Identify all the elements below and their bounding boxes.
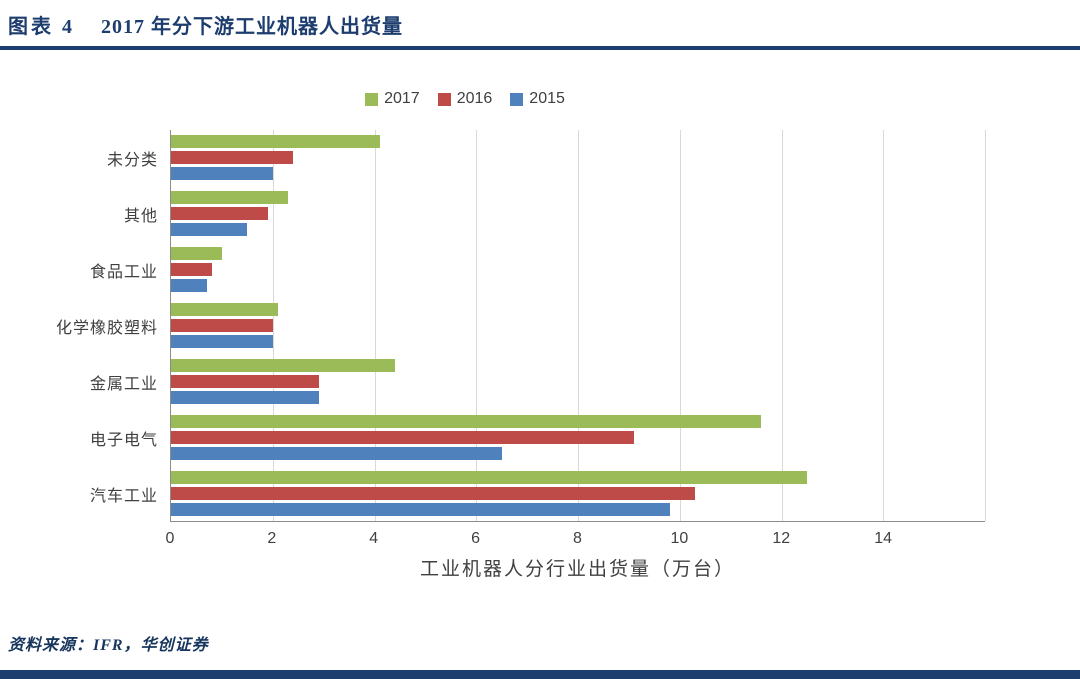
legend-swatch-2015 <box>510 92 524 106</box>
gridline-10 <box>679 130 681 521</box>
x-tick-label: 14 <box>874 530 893 547</box>
category-label: 电子电气 <box>89 432 158 449</box>
legend-swatch-2017 <box>365 92 379 106</box>
category-label: 其他 <box>123 208 158 225</box>
x-tick-label: 4 <box>369 530 379 547</box>
bar-2016 <box>171 374 319 388</box>
category-label: 化学橡胶塑料 <box>55 320 158 337</box>
x-tick-label: 10 <box>670 530 689 547</box>
category-labels: 未分类其他食品工业化学橡胶塑料金属工业电子电气汽车工业 <box>0 130 170 522</box>
figure-header: 图表 4 2017 年分下游工业机器人出货量 <box>0 0 1080 39</box>
bar-2015 <box>171 279 207 293</box>
bar-row <box>171 353 985 409</box>
legend-swatch-2016 <box>437 92 451 106</box>
x-axis-title-row: 工业机器人分行业出货量（万台） <box>0 554 1080 581</box>
bar-2015 <box>171 502 670 516</box>
figure-title: 2017 年分下游工业机器人出货量 <box>101 16 403 38</box>
bar-row <box>171 465 985 521</box>
figure-label: 图表 4 <box>8 16 75 38</box>
gridline-6 <box>476 130 478 521</box>
bar-2017 <box>171 247 222 261</box>
bar-2016 <box>171 319 273 332</box>
bar-row <box>171 298 985 354</box>
legend-label-2016: 2016 <box>456 90 493 107</box>
bar-2015 <box>171 390 319 404</box>
bottom-bar <box>0 670 1080 679</box>
bar-2015 <box>171 223 248 237</box>
gridline-8 <box>578 130 579 521</box>
bar-row <box>171 130 985 186</box>
x-axis-title-spacer <box>0 554 170 581</box>
legend-label-2017: 2017 <box>384 90 420 107</box>
x-axis-ticks: 0 2 4 6 8 10 12 14 <box>166 522 985 552</box>
category-label: 食品工业 <box>89 264 158 281</box>
category-label: 金属工业 <box>89 376 158 393</box>
bar-2017 <box>171 303 278 316</box>
chart-legend: 2017 2016 2015 <box>0 90 1005 108</box>
gridline-12 <box>781 130 783 521</box>
legend-item-2016: 2016 <box>437 90 493 108</box>
bar-2016 <box>171 151 294 165</box>
bar-2015 <box>171 167 273 181</box>
bar-2015 <box>171 446 502 460</box>
gridline-4 <box>374 130 376 521</box>
bar-2016 <box>171 207 268 221</box>
x-tick-label: 12 <box>772 530 791 547</box>
plot-area <box>170 130 986 522</box>
x-tick-label: 8 <box>573 530 582 547</box>
legend-item-2017: 2017 <box>365 90 420 108</box>
bar-2016 <box>171 430 634 444</box>
x-tick-label: 6 <box>471 530 481 547</box>
chart-body: 未分类其他食品工业化学橡胶塑料金属工业电子电气汽车工业 <box>0 130 1080 522</box>
bar-2015 <box>171 335 273 348</box>
category-label: 汽车工业 <box>89 488 158 505</box>
bar-row <box>171 242 985 298</box>
x-tick-label: 2 <box>267 530 277 547</box>
gridline-14 <box>883 130 885 521</box>
x-axis: 0 2 4 6 8 10 12 14 <box>0 522 1080 552</box>
bar-2016 <box>171 263 212 277</box>
gridline-2 <box>272 130 274 521</box>
x-axis-spacer <box>0 522 170 552</box>
bar-row <box>171 186 985 242</box>
legend-label-2015: 2015 <box>529 90 565 107</box>
header-divider <box>0 46 1080 50</box>
category-label: 未分类 <box>106 152 158 169</box>
bar-chart: 2017 2016 2015 未分类其他食品工业化学橡胶塑料金属工业电子电气汽车工业… <box>0 90 1080 581</box>
x-tick-label: 0 <box>165 530 175 547</box>
legend-item-2015: 2015 <box>510 90 565 108</box>
source-note: 资料来源：IFR，华创证券 <box>8 637 209 654</box>
bar-2017 <box>171 358 395 372</box>
gridline-16 <box>985 130 986 521</box>
bar-row <box>171 409 985 465</box>
bar-2016 <box>171 486 695 500</box>
x-axis-title: 工业机器人分行业出货量（万台） <box>419 559 735 580</box>
bar-2017 <box>171 470 807 484</box>
bar-2017 <box>171 135 380 149</box>
bar-2017 <box>171 191 288 205</box>
bar-2017 <box>171 414 762 428</box>
